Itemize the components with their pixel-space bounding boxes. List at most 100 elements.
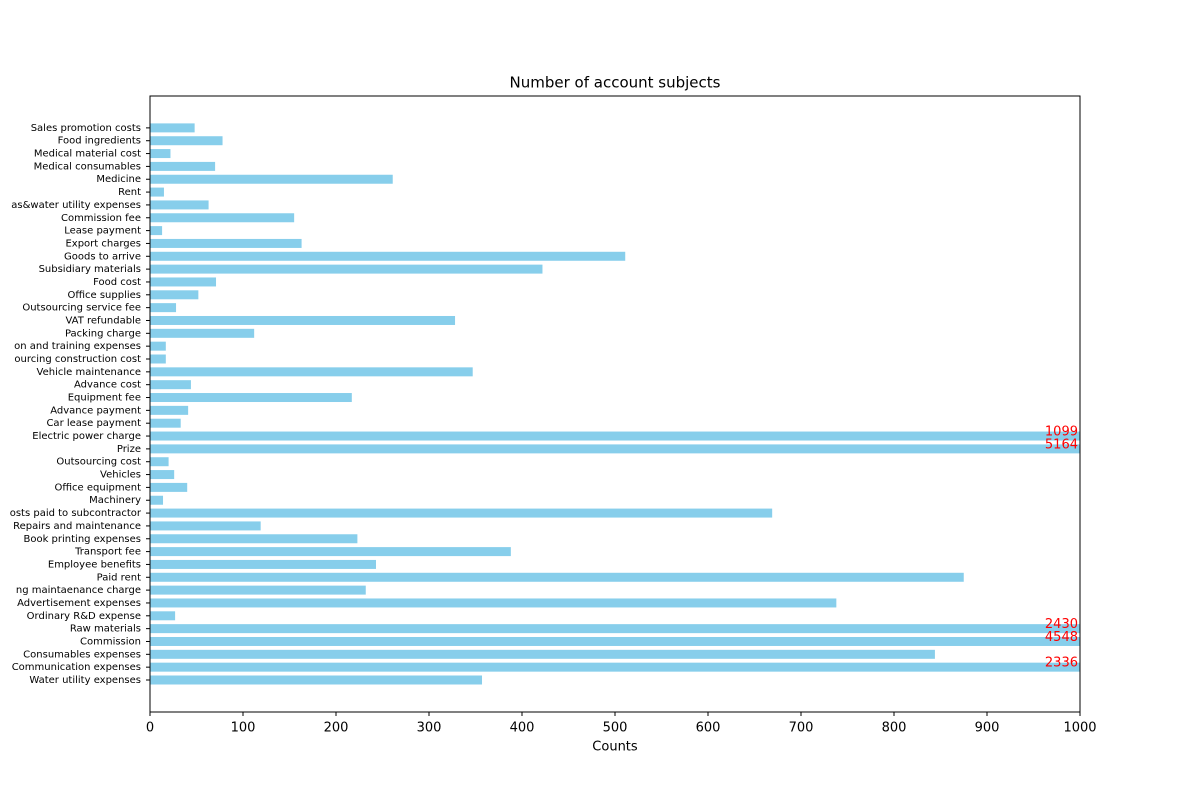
bar: [150, 213, 295, 223]
bar: [150, 149, 171, 159]
bar: [150, 585, 366, 595]
y-tick-label: Advance cost: [74, 380, 141, 391]
bar: [150, 174, 393, 184]
y-tick-label: Office equipment: [55, 482, 142, 493]
bar: [150, 238, 302, 248]
x-tick-label: 400: [510, 721, 535, 736]
y-tick-label: Subsidiary materials: [39, 264, 141, 275]
y-tick-label: Paid rent: [97, 572, 141, 583]
x-tick-label: 1000: [1063, 721, 1096, 736]
y-tick-label: Lease payment: [64, 226, 141, 237]
y-tick-label: Raw materials: [70, 624, 141, 635]
bar: [150, 277, 217, 287]
y-tick-label: Commission fee: [61, 213, 141, 224]
y-tick-label: Employee benefits: [48, 559, 141, 570]
value-label: 4548: [1045, 630, 1078, 645]
x-tick-label: 300: [417, 721, 442, 736]
bar: [150, 572, 964, 582]
y-tick-label: Water utility expenses: [29, 675, 141, 686]
x-tick-label: 600: [696, 721, 721, 736]
y-tick-label: Transport fee: [74, 547, 141, 558]
plot-frame: [149, 95, 1081, 713]
bar: [150, 367, 473, 377]
y-tick-label: ng maintaenance charge: [16, 585, 141, 596]
bar: [150, 328, 255, 338]
y-tick-label: Machinery: [89, 495, 141, 506]
y-tick-label: VAT refundable: [65, 315, 141, 326]
bar: [150, 161, 216, 171]
x-axis-label: Counts: [592, 740, 638, 755]
y-tick-label: Food cost: [93, 277, 141, 288]
y-tick-label: Medicine: [96, 174, 141, 185]
bar: [150, 136, 223, 146]
y-tick-label: Medical consumables: [34, 161, 141, 172]
bar: [150, 264, 543, 274]
x-tick-label: 900: [975, 721, 1000, 736]
value-label: 5164: [1045, 437, 1078, 452]
value-label: 2430: [1045, 617, 1078, 632]
y-tick-label: Car lease payment: [46, 418, 141, 429]
bar: [150, 508, 773, 518]
bar: [150, 380, 191, 390]
bar: [150, 611, 176, 621]
y-tick-label: osts paid to subcontractor: [10, 508, 142, 519]
bar: [150, 470, 175, 480]
bar: [150, 431, 1080, 441]
y-tick-label: Book printing expenses: [23, 534, 141, 545]
bar: [150, 547, 511, 557]
bar: [150, 418, 181, 428]
y-tick-label: on and training expenses: [14, 341, 141, 352]
bar: [150, 226, 163, 236]
bar: [150, 482, 188, 492]
y-tick-label: Advertisement expenses: [17, 598, 141, 609]
bar: [150, 123, 195, 133]
y-tick-label: as&water utility expenses: [11, 200, 141, 211]
chart-title: Number of account subjects: [510, 74, 721, 92]
y-tick-label: Food ingredients: [58, 136, 141, 147]
value-label: 2336: [1045, 656, 1078, 671]
bar: [150, 444, 1080, 454]
bar: [150, 303, 177, 313]
y-tick-label: Goods to arrive: [64, 251, 141, 262]
y-tick-label: Packing charge: [65, 328, 141, 339]
y-tick-label: Outsourcing cost: [56, 457, 141, 468]
x-tick-label: 100: [231, 721, 256, 736]
bar: [150, 675, 483, 685]
bar: [150, 624, 1080, 634]
x-tick-label: 700: [789, 721, 814, 736]
bar: [150, 405, 189, 415]
bar: [150, 354, 166, 364]
y-tick-label: ourcing construction cost: [14, 354, 141, 365]
y-tick-label: Export charges: [65, 238, 141, 249]
y-tick-label: Advance payment: [50, 405, 141, 416]
y-tick-label: Rent: [118, 187, 141, 198]
x-tick-label: 0: [146, 721, 154, 736]
y-tick-label: Sales promotion costs: [31, 123, 141, 134]
bar: [150, 495, 164, 505]
bar: [150, 457, 169, 467]
bar: [150, 290, 199, 300]
bar: [150, 636, 1080, 646]
bar: [150, 534, 358, 544]
value-label: 1099: [1045, 425, 1078, 440]
bar: [150, 521, 261, 531]
y-tick-label: Prize: [117, 444, 141, 455]
x-tick-label: 800: [882, 721, 907, 736]
bar: [150, 393, 352, 403]
y-tick-label: Office supplies: [67, 290, 141, 301]
y-tick-label: Communication expenses: [12, 662, 141, 673]
y-tick-label: Consumables expenses: [23, 649, 141, 660]
x-tick-label: 200: [324, 721, 349, 736]
y-tick-label: Vehicle maintenance: [37, 367, 141, 378]
x-tick-label: 500: [603, 721, 628, 736]
y-tick-label: Electric power charge: [32, 431, 141, 442]
y-tick-label: Ordinary R&D expense: [27, 611, 141, 622]
bar: [150, 187, 164, 197]
y-tick-label: Equipment fee: [68, 393, 141, 404]
y-tick-label: Commission: [80, 636, 141, 647]
y-tick-label: Medical material cost: [34, 149, 141, 160]
bar: [150, 315, 456, 325]
y-tick-label: Outsourcing service fee: [22, 303, 141, 314]
